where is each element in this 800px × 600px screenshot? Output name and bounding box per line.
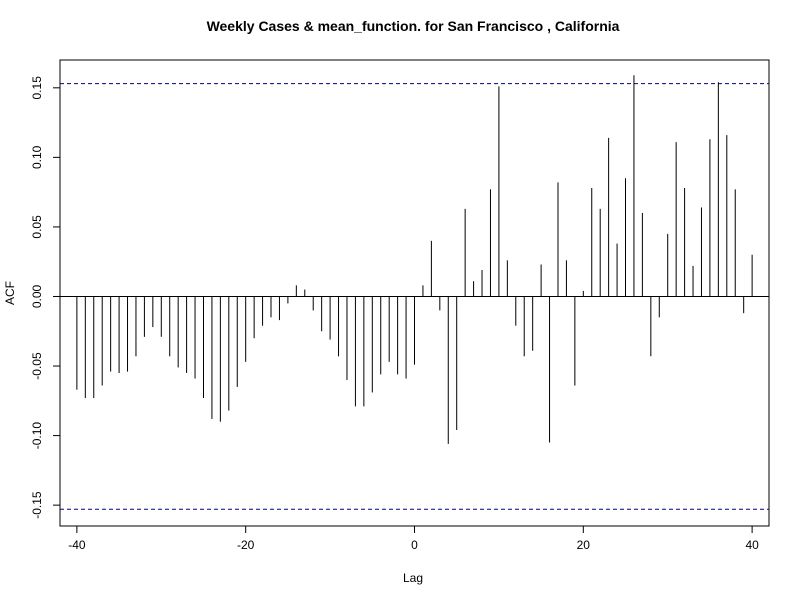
- y-tick-label: 0.05: [30, 215, 44, 239]
- x-axis-label: Lag: [403, 571, 423, 585]
- y-axis-label: ACF: [3, 281, 17, 305]
- y-tick-label: -0.10: [30, 422, 44, 450]
- x-tick-label: 0: [411, 538, 418, 552]
- y-tick-label: 0.10: [30, 145, 44, 169]
- confidence-bounds: [60, 83, 769, 510]
- x-tick-label: 40: [745, 538, 759, 552]
- y-tick-label: 0.00: [30, 284, 44, 308]
- x-tick-label: 20: [577, 538, 591, 552]
- chart-title: Weekly Cases & mean_function. for San Fr…: [207, 18, 620, 34]
- x-axis: -40 -20 0 20 40: [68, 525, 759, 552]
- plot-frame: [59, 59, 770, 527]
- y-axis: -0.15 -0.10 -0.05 0.00 0.05 0.10 0.15: [30, 76, 61, 519]
- x-tick-label: -20: [237, 538, 255, 552]
- y-tick-label: -0.15: [30, 491, 44, 519]
- y-tick-label: -0.05: [30, 352, 44, 380]
- x-tick-label: -40: [68, 538, 86, 552]
- acf-bars: [76, 75, 753, 444]
- y-tick-label: 0.15: [30, 76, 44, 100]
